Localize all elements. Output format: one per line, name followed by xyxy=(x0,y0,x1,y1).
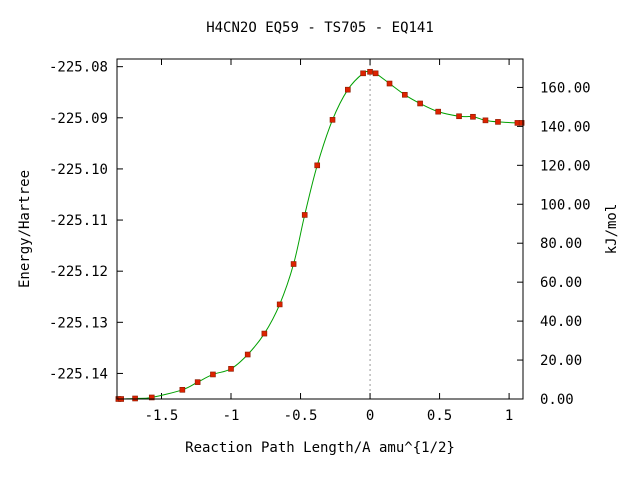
data-point xyxy=(194,379,201,385)
data-point xyxy=(228,366,234,372)
y-tick-label: -225.08 xyxy=(49,60,108,76)
data-point xyxy=(314,162,321,169)
y2-tick-label: 80.00 xyxy=(540,236,582,252)
data-point xyxy=(301,212,308,218)
data-point xyxy=(470,113,476,120)
x-tick-label: -1.5 xyxy=(145,408,179,424)
y-tick-label: -225.09 xyxy=(49,111,108,127)
data-point xyxy=(244,351,251,358)
data-point xyxy=(456,113,462,120)
y2-tick-label: 160.00 xyxy=(540,80,591,96)
data-point xyxy=(148,394,155,401)
x-tick-label: -1 xyxy=(223,408,240,424)
y2-tick-label: 120.00 xyxy=(540,158,591,174)
y-tick-label: -225.10 xyxy=(49,162,108,178)
y2-tick-label: 100.00 xyxy=(540,197,591,213)
y-tick-label: -225.13 xyxy=(49,315,108,331)
energy-curve xyxy=(118,70,522,400)
data-point xyxy=(345,86,351,93)
x-tick-label: 0 xyxy=(366,408,374,424)
data-point xyxy=(386,80,393,87)
data-point xyxy=(495,119,501,125)
y2-tick-label: 140.00 xyxy=(540,119,591,135)
data-point xyxy=(372,70,379,77)
y-axis-label: Energy/Hartree xyxy=(17,170,33,288)
data-point xyxy=(276,301,283,308)
data-point xyxy=(402,91,408,98)
data-point xyxy=(290,261,297,267)
x-tick-label: 0.5 xyxy=(427,408,452,424)
y2-tick-label: 20.00 xyxy=(540,353,582,369)
data-point xyxy=(210,371,216,378)
y2-tick-label: 60.00 xyxy=(540,275,582,291)
y2-axis-label: kJ/mol xyxy=(604,204,620,255)
x-axis-label: Reaction Path Length/A amu^{1/2} xyxy=(185,440,455,456)
data-point xyxy=(329,117,336,123)
data-point xyxy=(179,386,186,393)
data-point xyxy=(261,330,268,337)
data-point xyxy=(360,70,366,77)
data-point xyxy=(132,395,138,402)
chart-title: H4CN2O EQ59 - TS705 - EQ141 xyxy=(206,20,434,36)
data-point xyxy=(417,100,423,107)
x-tick-label: -0.5 xyxy=(284,408,318,424)
plot-frame xyxy=(116,58,524,400)
y-tick-label: -225.11 xyxy=(49,213,108,229)
y2-tick-label: 0.00 xyxy=(540,392,574,408)
y2-tick-label: 40.00 xyxy=(540,314,582,330)
data-point xyxy=(518,120,525,126)
y-tick-label: -225.12 xyxy=(49,264,108,280)
y-tick-label: -225.14 xyxy=(49,366,108,382)
data-point xyxy=(435,108,441,115)
x-tick-label: 1 xyxy=(505,408,513,424)
data-point xyxy=(482,117,489,124)
data-point xyxy=(367,68,373,75)
